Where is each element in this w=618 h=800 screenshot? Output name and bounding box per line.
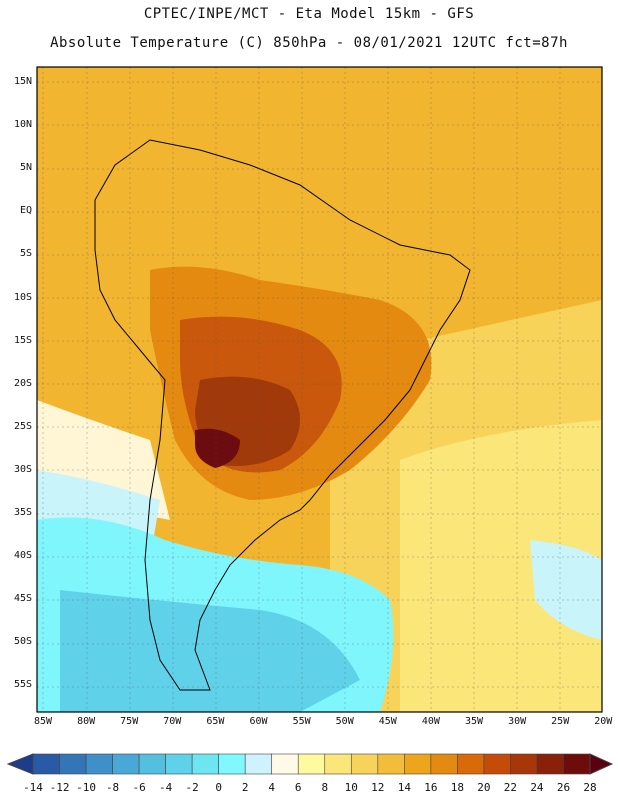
- colorbar-label: -4: [151, 781, 181, 794]
- colorbar-label: 8: [310, 781, 340, 794]
- colorbar-label: 6: [283, 781, 313, 794]
- colorbar-swatch: [457, 754, 484, 774]
- colorbar-label: 2: [230, 781, 260, 794]
- colorbar-label: -14: [18, 781, 48, 794]
- colorbar-label: 10: [336, 781, 366, 794]
- lon-label: 25W: [545, 716, 575, 727]
- colorbar-swatch: [245, 754, 272, 774]
- lat-label: 35S: [0, 507, 32, 518]
- colorbar-swatch: [404, 754, 431, 774]
- colorbar-arrow-low: [8, 754, 33, 774]
- colorbar-label: 0: [204, 781, 234, 794]
- lat-label: EQ: [0, 205, 32, 216]
- colorbar-swatch: [510, 754, 537, 774]
- lat-label: 15N: [0, 76, 32, 87]
- temperature-map: [0, 0, 618, 800]
- colorbar-swatch: [537, 754, 564, 774]
- lat-label: 50S: [0, 636, 32, 647]
- colorbar-label: 18: [442, 781, 472, 794]
- colorbar-swatch: [139, 754, 166, 774]
- lon-label: 45W: [373, 716, 403, 727]
- lat-label: 5S: [0, 248, 32, 259]
- colorbar-label: -2: [177, 781, 207, 794]
- lon-label: 65W: [200, 716, 230, 727]
- temperature-field: [37, 67, 602, 712]
- colorbar-swatch: [166, 754, 193, 774]
- colorbar-label: 12: [363, 781, 393, 794]
- colorbar-label: -12: [45, 781, 75, 794]
- lon-label: 60W: [244, 716, 274, 727]
- lat-label: 30S: [0, 464, 32, 475]
- colorbar-label: 16: [416, 781, 446, 794]
- lat-label: 15S: [0, 335, 32, 346]
- colorbar-swatch: [298, 754, 325, 774]
- colorbar-arrow-high: [590, 754, 612, 774]
- colorbar-swatch: [484, 754, 511, 774]
- lon-label: 80W: [71, 716, 101, 727]
- lat-label: 45S: [0, 593, 32, 604]
- lat-label: 40S: [0, 550, 32, 561]
- colorbar-label: 28: [575, 781, 605, 794]
- lon-label: 70W: [157, 716, 187, 727]
- lon-label: 75W: [114, 716, 144, 727]
- lon-label: 40W: [416, 716, 446, 727]
- lat-label: 5N: [0, 162, 32, 173]
- colorbar-label: -8: [98, 781, 128, 794]
- colorbar-label: 26: [548, 781, 578, 794]
- lon-label: 35W: [459, 716, 489, 727]
- colorbar-label: 20: [469, 781, 499, 794]
- colorbar-swatch: [351, 754, 378, 774]
- lon-label: 85W: [28, 716, 58, 727]
- colorbar: [0, 748, 618, 782]
- colorbar-swatch: [563, 754, 590, 774]
- colorbar-swatch: [86, 754, 113, 774]
- colorbar-swatch: [60, 754, 87, 774]
- colorbar-swatch: [272, 754, 299, 774]
- colorbar-swatch: [378, 754, 405, 774]
- colorbar-label: 4: [257, 781, 287, 794]
- colorbar-swatch: [431, 754, 458, 774]
- colorbar-swatch: [325, 754, 352, 774]
- colorbar-label: 24: [522, 781, 552, 794]
- lon-label: 50W: [330, 716, 360, 727]
- colorbar-label: -6: [124, 781, 154, 794]
- lat-label: 20S: [0, 378, 32, 389]
- colorbar-swatch: [113, 754, 140, 774]
- lon-label: 55W: [287, 716, 317, 727]
- colorbar-label: -10: [71, 781, 101, 794]
- colorbar-swatch: [219, 754, 246, 774]
- lat-label: 10N: [0, 119, 32, 130]
- lat-label: 55S: [0, 679, 32, 690]
- colorbar-label: 14: [389, 781, 419, 794]
- lat-label: 10S: [0, 292, 32, 303]
- lat-label: 25S: [0, 421, 32, 432]
- lon-label: 30W: [502, 716, 532, 727]
- colorbar-swatch: [33, 754, 60, 774]
- lon-label: 20W: [588, 716, 618, 727]
- colorbar-swatch: [192, 754, 219, 774]
- colorbar-label: 22: [495, 781, 525, 794]
